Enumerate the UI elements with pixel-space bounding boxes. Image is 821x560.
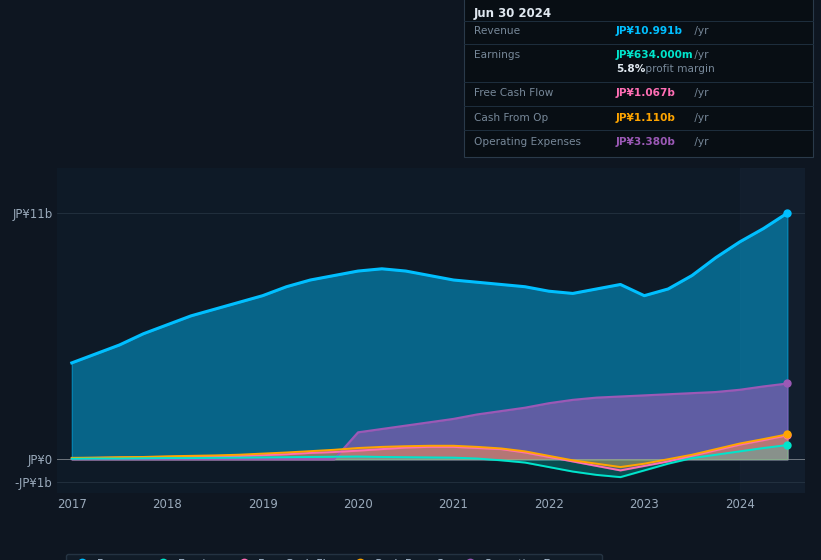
Text: JP¥3.380b: JP¥3.380b	[616, 137, 676, 147]
Text: profit margin: profit margin	[642, 64, 715, 74]
Text: JP¥1.110b: JP¥1.110b	[616, 113, 676, 123]
Text: Jun 30 2024: Jun 30 2024	[474, 7, 552, 20]
Text: JP¥634.000m: JP¥634.000m	[616, 50, 694, 60]
Text: /yr: /yr	[691, 88, 709, 99]
Text: JP¥1.067b: JP¥1.067b	[616, 88, 676, 99]
Text: Revenue: Revenue	[474, 26, 520, 36]
Text: 5.8%: 5.8%	[616, 64, 645, 74]
Text: Operating Expenses: Operating Expenses	[474, 137, 580, 147]
Text: Earnings: Earnings	[474, 50, 520, 60]
Text: /yr: /yr	[691, 50, 709, 60]
Bar	[740, 168, 806, 493]
Text: /yr: /yr	[691, 26, 709, 36]
Text: /yr: /yr	[691, 137, 709, 147]
Text: Free Cash Flow: Free Cash Flow	[474, 88, 553, 99]
Text: /yr: /yr	[691, 113, 709, 123]
Text: JP¥10.991b: JP¥10.991b	[616, 26, 683, 36]
Text: Cash From Op: Cash From Op	[474, 113, 548, 123]
Legend: Revenue, Earnings, Free Cash Flow, Cash From Op, Operating Expenses: Revenue, Earnings, Free Cash Flow, Cash …	[66, 554, 603, 560]
